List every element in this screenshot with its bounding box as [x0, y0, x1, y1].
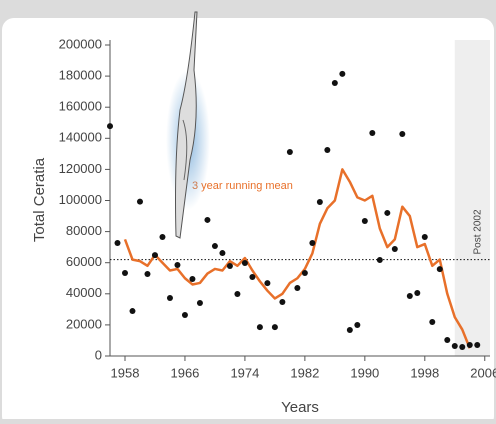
data-point [204, 216, 211, 223]
data-point [189, 276, 196, 283]
x-tick-label: 1990 [350, 365, 379, 380]
data-point [324, 146, 331, 153]
data-point [286, 148, 293, 155]
data-point [256, 324, 263, 331]
data-point [241, 260, 248, 267]
data-point [279, 299, 286, 306]
x-axis-label: Years [281, 399, 319, 416]
x-tick-label: 1982 [290, 365, 319, 380]
post-period-shade [454, 40, 490, 356]
ceratium-drawing [175, 11, 198, 239]
y-tick-label: 40000 [66, 285, 102, 300]
data-point [384, 209, 391, 216]
data-point [234, 290, 241, 297]
y-tick-label: 20000 [66, 316, 102, 331]
data-point [264, 280, 271, 287]
x-tick-label: 1966 [170, 365, 199, 380]
data-point [466, 341, 473, 348]
data-point [429, 318, 436, 325]
data-point [294, 285, 301, 292]
data-point [414, 290, 421, 297]
y-tick-label: 140000 [59, 130, 102, 145]
data-point [144, 271, 151, 278]
running-mean-label: 3 year running mean [192, 180, 293, 192]
x-tick-label: 1998 [410, 365, 439, 380]
data-point [166, 294, 173, 301]
data-point [399, 130, 406, 137]
data-point [151, 252, 158, 259]
data-point [436, 266, 443, 273]
data-point [226, 262, 233, 269]
data-point [331, 79, 338, 86]
y-axis-label: Total Ceratia [31, 157, 48, 242]
y-tick-label: 60000 [66, 254, 102, 269]
data-point [309, 239, 316, 246]
data-point [301, 269, 308, 276]
data-point [174, 262, 181, 269]
data-point [316, 199, 323, 206]
data-point [121, 269, 128, 276]
data-point [219, 250, 226, 257]
data-point [271, 324, 278, 331]
y-tick-label: 180000 [59, 68, 102, 83]
data-point [181, 311, 188, 318]
y-tick-label: 0 [95, 347, 102, 362]
y-tick-label: 120000 [59, 161, 102, 176]
data-point [391, 246, 398, 253]
data-point [369, 130, 376, 137]
y-tick-label: 160000 [59, 99, 102, 114]
x-tick-label: 1974 [230, 365, 259, 380]
data-point [346, 327, 353, 334]
data-point [406, 292, 413, 299]
data-point [211, 243, 218, 250]
data-point [159, 234, 166, 241]
shade-label: Post 2002 [473, 209, 484, 254]
data-point [459, 343, 466, 350]
data-point [339, 70, 346, 77]
data-point [129, 308, 136, 315]
data-point [474, 341, 481, 348]
data-point [136, 198, 143, 205]
illustration [166, 11, 210, 239]
panel [2, 18, 494, 424]
x-tick-label: 2006 [470, 365, 496, 380]
data-point [107, 123, 113, 130]
data-point [114, 239, 121, 246]
y-tick-label: 80000 [66, 223, 102, 238]
data-point [361, 218, 368, 225]
running-mean-line [123, 168, 471, 349]
y-tick-label: 100000 [59, 192, 102, 207]
data-point [421, 234, 428, 241]
y-tick-label: 200000 [59, 36, 102, 51]
x-tick-label: 1958 [111, 365, 140, 380]
data-point [376, 257, 383, 264]
data-point [444, 336, 451, 343]
ceratium-detail [182, 119, 188, 181]
data-point [451, 343, 458, 350]
data-point [249, 274, 256, 281]
data-point [354, 322, 361, 329]
data-point [196, 299, 203, 306]
